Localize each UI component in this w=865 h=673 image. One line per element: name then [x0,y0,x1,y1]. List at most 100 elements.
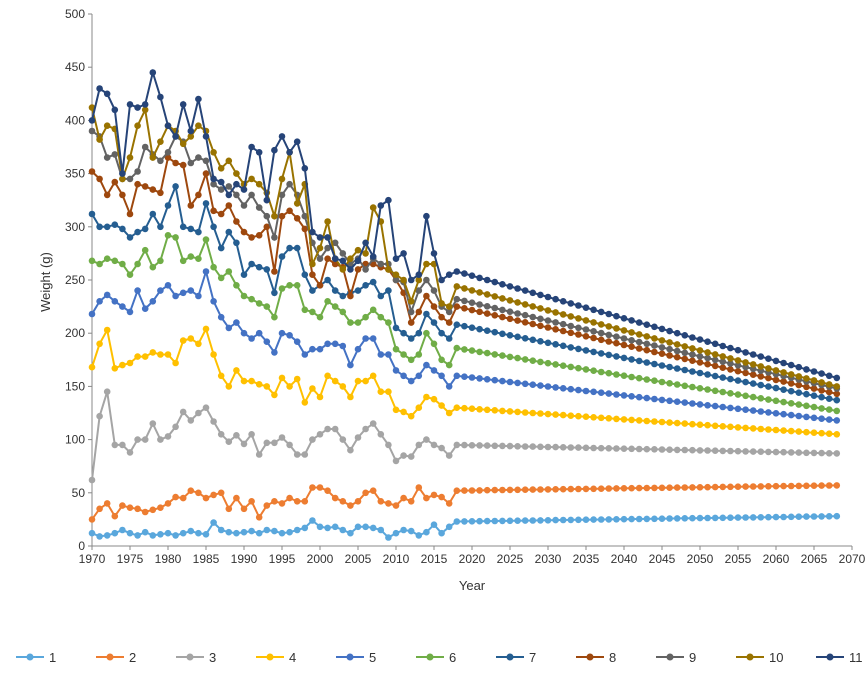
data-point [141,101,149,108]
data-point [651,515,658,523]
data-point [461,404,468,412]
data-point [689,351,696,358]
data-point [149,69,157,76]
data-point [301,306,309,314]
legend-label: 3 [209,650,216,665]
data-point [696,385,704,392]
data-point [331,239,339,247]
data-point [597,414,605,422]
data-point [392,502,400,509]
data-point [248,527,255,535]
data-point [141,528,149,536]
data-point [575,302,582,309]
data-point [483,310,491,317]
data-point [825,513,833,520]
data-point [734,405,742,413]
data-point [210,491,217,499]
data-point [255,381,263,388]
data-point [293,200,301,207]
data-point [255,180,263,188]
data-point [719,483,727,491]
data-point [263,383,271,390]
data-point [468,405,476,413]
data-point [445,361,453,369]
data-point [202,170,210,177]
data-point [407,335,415,342]
data-point [248,377,255,385]
data-point [316,244,324,252]
data-point [742,406,749,414]
data-point [119,170,126,177]
data-point [552,326,559,333]
data-point [461,305,468,312]
legend-marker [346,653,354,661]
data-point [483,327,491,335]
data-point [810,403,818,411]
data-point [248,143,255,151]
data-point [825,430,833,438]
data-point [552,516,559,524]
data-point [491,517,499,525]
data-point [613,445,620,452]
data-point [476,308,483,316]
data-point [461,373,468,381]
data-point [765,374,772,382]
data-point [119,175,126,183]
data-point [309,385,316,392]
data-point [613,391,620,398]
data-point [590,319,597,326]
data-point [628,329,635,336]
data-point [423,528,430,536]
data-point [704,338,711,346]
data-point [316,345,324,353]
data-point [407,498,415,505]
data-point [96,223,103,231]
data-point [476,375,483,382]
data-point [658,515,666,522]
data-point [696,514,704,522]
data-point [696,353,704,360]
data-point [445,523,453,531]
data-point [407,319,415,326]
data-point [286,207,293,215]
data-point [392,271,400,279]
data-point [240,377,248,385]
y-tick-label: 100 [65,433,85,447]
data-point [461,297,468,305]
data-point [711,340,719,348]
data-point [453,268,461,275]
x-tick-label: 1970 [79,552,106,566]
data-point [605,516,613,523]
data-point [415,276,423,284]
data-point [293,526,301,534]
legend-marker [186,653,194,661]
data-point [103,291,111,299]
data-point [438,329,445,337]
data-point [225,528,233,536]
data-point [354,246,362,254]
series-9 [88,127,841,392]
data-point [833,512,841,520]
data-point [195,255,202,262]
data-point [233,239,240,247]
data-point [331,377,339,385]
data-point [689,368,696,375]
x-tick-label: 2020 [459,552,486,566]
data-point [423,292,430,300]
data-point [187,487,195,495]
data-point [445,319,453,326]
data-point [96,260,103,268]
data-point [499,313,506,321]
data-point [658,350,666,358]
data-point [620,354,628,362]
data-point [293,451,301,458]
data-point [833,482,841,489]
data-point [202,133,210,140]
legend-marker [426,653,434,661]
data-point [590,334,597,342]
data-point [141,183,149,190]
data-point [666,446,673,454]
data-point [719,342,727,350]
data-point [210,175,217,183]
data-point [810,368,818,375]
